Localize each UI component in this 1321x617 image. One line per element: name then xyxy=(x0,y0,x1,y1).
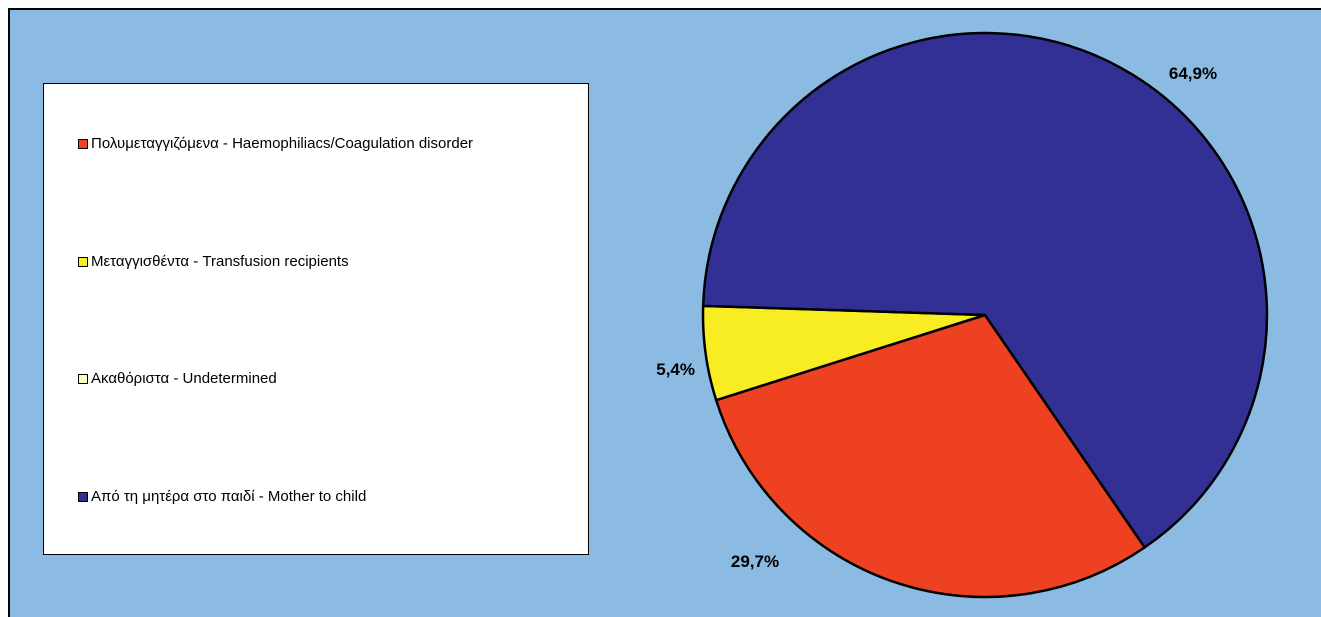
legend-swatch-undetermined xyxy=(78,373,88,384)
legend-item-undetermined: Ακαθόριστα - Undetermined xyxy=(78,370,277,387)
legend-item-haemophiliacs: Πολυμεταγγιζόμενα - Haemophiliacs/Coagul… xyxy=(78,135,473,152)
legend-swatch-haemophiliacs xyxy=(78,138,88,149)
label-haemophiliacs: 29,7% xyxy=(731,552,779,571)
legend-swatch-mother-to-child xyxy=(78,491,88,502)
slice-mother-to-child xyxy=(701,31,1269,549)
legend: Πολυμεταγγιζόμενα - Haemophiliacs/Coagul… xyxy=(43,83,589,555)
pie-slices xyxy=(701,31,1269,599)
legend-swatch-transfusion xyxy=(78,256,88,267)
legend-label-transfusion: Μεταγγισθέντα - Transfusion recipients xyxy=(91,253,349,270)
legend-label-undetermined: Ακαθόριστα - Undetermined xyxy=(91,370,277,387)
pie-labels: 29,7% 5,4% 64,9% xyxy=(656,64,1217,571)
label-mother-to-child: 64,9% xyxy=(1169,64,1217,83)
legend-item-transfusion: Μεταγγισθέντα - Transfusion recipients xyxy=(78,253,349,270)
slice-haemophiliacs xyxy=(714,313,1146,599)
legend-item-mother-to-child: Από τη μητέρα στο παιδί - Mother to chil… xyxy=(78,488,366,505)
legend-label-haemophiliacs: Πολυμεταγγιζόμενα - Haemophiliacs/Coagul… xyxy=(91,135,474,152)
legend-label-mother-to-child: Από τη μητέρα στο παιδί - Mother to chil… xyxy=(91,488,367,505)
label-transfusion: 5,4% xyxy=(656,360,695,379)
